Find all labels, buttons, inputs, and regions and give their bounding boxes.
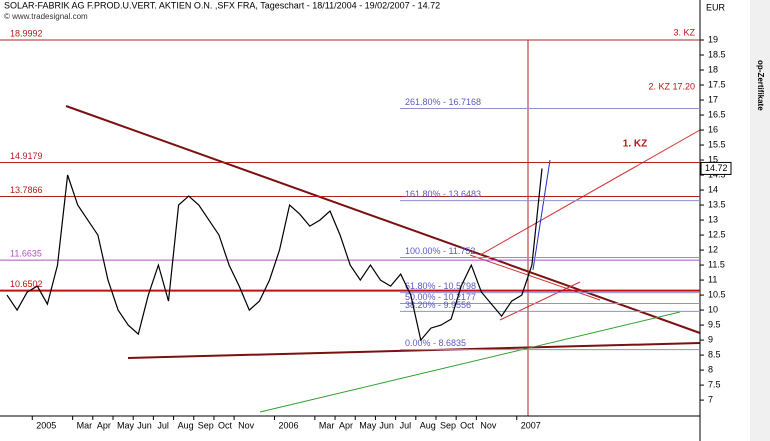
y-tick-label: 8 (708, 364, 713, 374)
x-tick-label: 2006 (279, 420, 299, 430)
y-tick-label: 7 (708, 394, 713, 404)
y-tick-label: 9.5 (708, 319, 721, 329)
x-tick-label: Sep (440, 420, 456, 430)
level-label: 11.6635 (10, 249, 42, 259)
y-axis-label: EUR (706, 2, 726, 12)
y-tick-label: 18 (708, 64, 718, 74)
y-tick-label: 8.5 (708, 349, 721, 359)
x-tick-label: 2007 (521, 420, 541, 430)
fib-label: 61.80% - 10.5798 (405, 281, 476, 291)
y-tick-label: 13 (708, 214, 718, 224)
level-label: 10.6502 (10, 279, 43, 289)
x-tick-label: Mar (77, 420, 93, 430)
last-price-box (700, 161, 732, 175)
fib-label: 161.80% - 13.6483 (405, 189, 481, 199)
x-tick-label: May (117, 420, 135, 430)
x-tick-label: Jun (379, 420, 394, 430)
copyright: © www.tradesignal.com (4, 12, 88, 21)
x-tick-label: Oct (460, 420, 475, 430)
fib-label: 38.20% - 9.9556 (405, 300, 471, 310)
trend-line (532, 159, 551, 271)
y-tick-label: 19 (708, 34, 718, 44)
x-tick-label: Jul (400, 420, 412, 430)
y-tick-label: 17.5 (708, 79, 726, 89)
y-tick-label: 12.5 (708, 229, 726, 239)
level-label: 18.9992 (10, 28, 43, 38)
y-tick-label: 15.5 (708, 139, 726, 149)
side-text: op-Zertifikate (756, 60, 765, 111)
fib-label: 100.00% - 11.752 (405, 246, 475, 256)
y-tick-label: 12 (708, 244, 718, 254)
x-tick-label: Apr (339, 420, 353, 430)
y-tick-label: 7.5 (708, 379, 721, 389)
fib-label: 50.00% - 10.2177 (405, 292, 476, 302)
y-tick-label: 11.5 (708, 259, 725, 269)
y-tick-label: 13.5 (708, 199, 726, 209)
x-tick-label: Nov (238, 420, 255, 430)
fib-label: 261.80% - 16.7168 (405, 97, 481, 107)
level-label: 14.9179 (10, 151, 43, 161)
x-tick-label: Aug (178, 420, 194, 430)
y-tick-label: 16 (708, 124, 718, 134)
x-tick-label: Apr (97, 420, 111, 430)
x-tick-label: 2005 (36, 420, 56, 430)
chart-title: SOLAR-FABRIK AG F.PROD.U.VERT. AKTIEN O.… (4, 0, 440, 10)
annotation: 2. KZ 17.20 (648, 81, 695, 91)
trend-line (479, 129, 701, 256)
y-tick-label: 10.5 (708, 289, 726, 299)
x-tick-label: Oct (218, 420, 233, 430)
x-tick-label: Jul (157, 420, 169, 430)
y-tick-label: 16.5 (708, 109, 726, 119)
annotation: 1. KZ (623, 139, 647, 150)
trend-line (259, 311, 681, 413)
y-tick-label: 17 (708, 94, 718, 104)
x-tick-label: Aug (420, 420, 436, 430)
y-tick-label: 11 (708, 274, 717, 284)
trend-line (499, 281, 581, 321)
y-tick-label: 14 (708, 184, 718, 194)
y-tick-label: 15 (708, 154, 718, 164)
y-tick-label: 10 (708, 304, 718, 314)
trend-line (127, 342, 701, 359)
x-tick-label: Nov (480, 420, 497, 430)
y-tick-label: 9 (708, 334, 713, 344)
x-tick-label: Mar (319, 420, 335, 430)
x-tick-label: Sep (198, 420, 214, 430)
x-tick-label: May (359, 420, 377, 430)
last-price-label: 14.72 (705, 163, 728, 173)
trend-line (65, 105, 701, 334)
y-tick-label: 18.5 (708, 49, 726, 59)
side-panel (750, 0, 770, 441)
annotation: 3. KZ (673, 27, 695, 37)
fib-label: 0.00% - 8.6835 (405, 338, 466, 348)
x-tick-label: Jun (137, 420, 152, 430)
price-line (6, 168, 543, 342)
level-label: 13.7866 (10, 185, 43, 195)
